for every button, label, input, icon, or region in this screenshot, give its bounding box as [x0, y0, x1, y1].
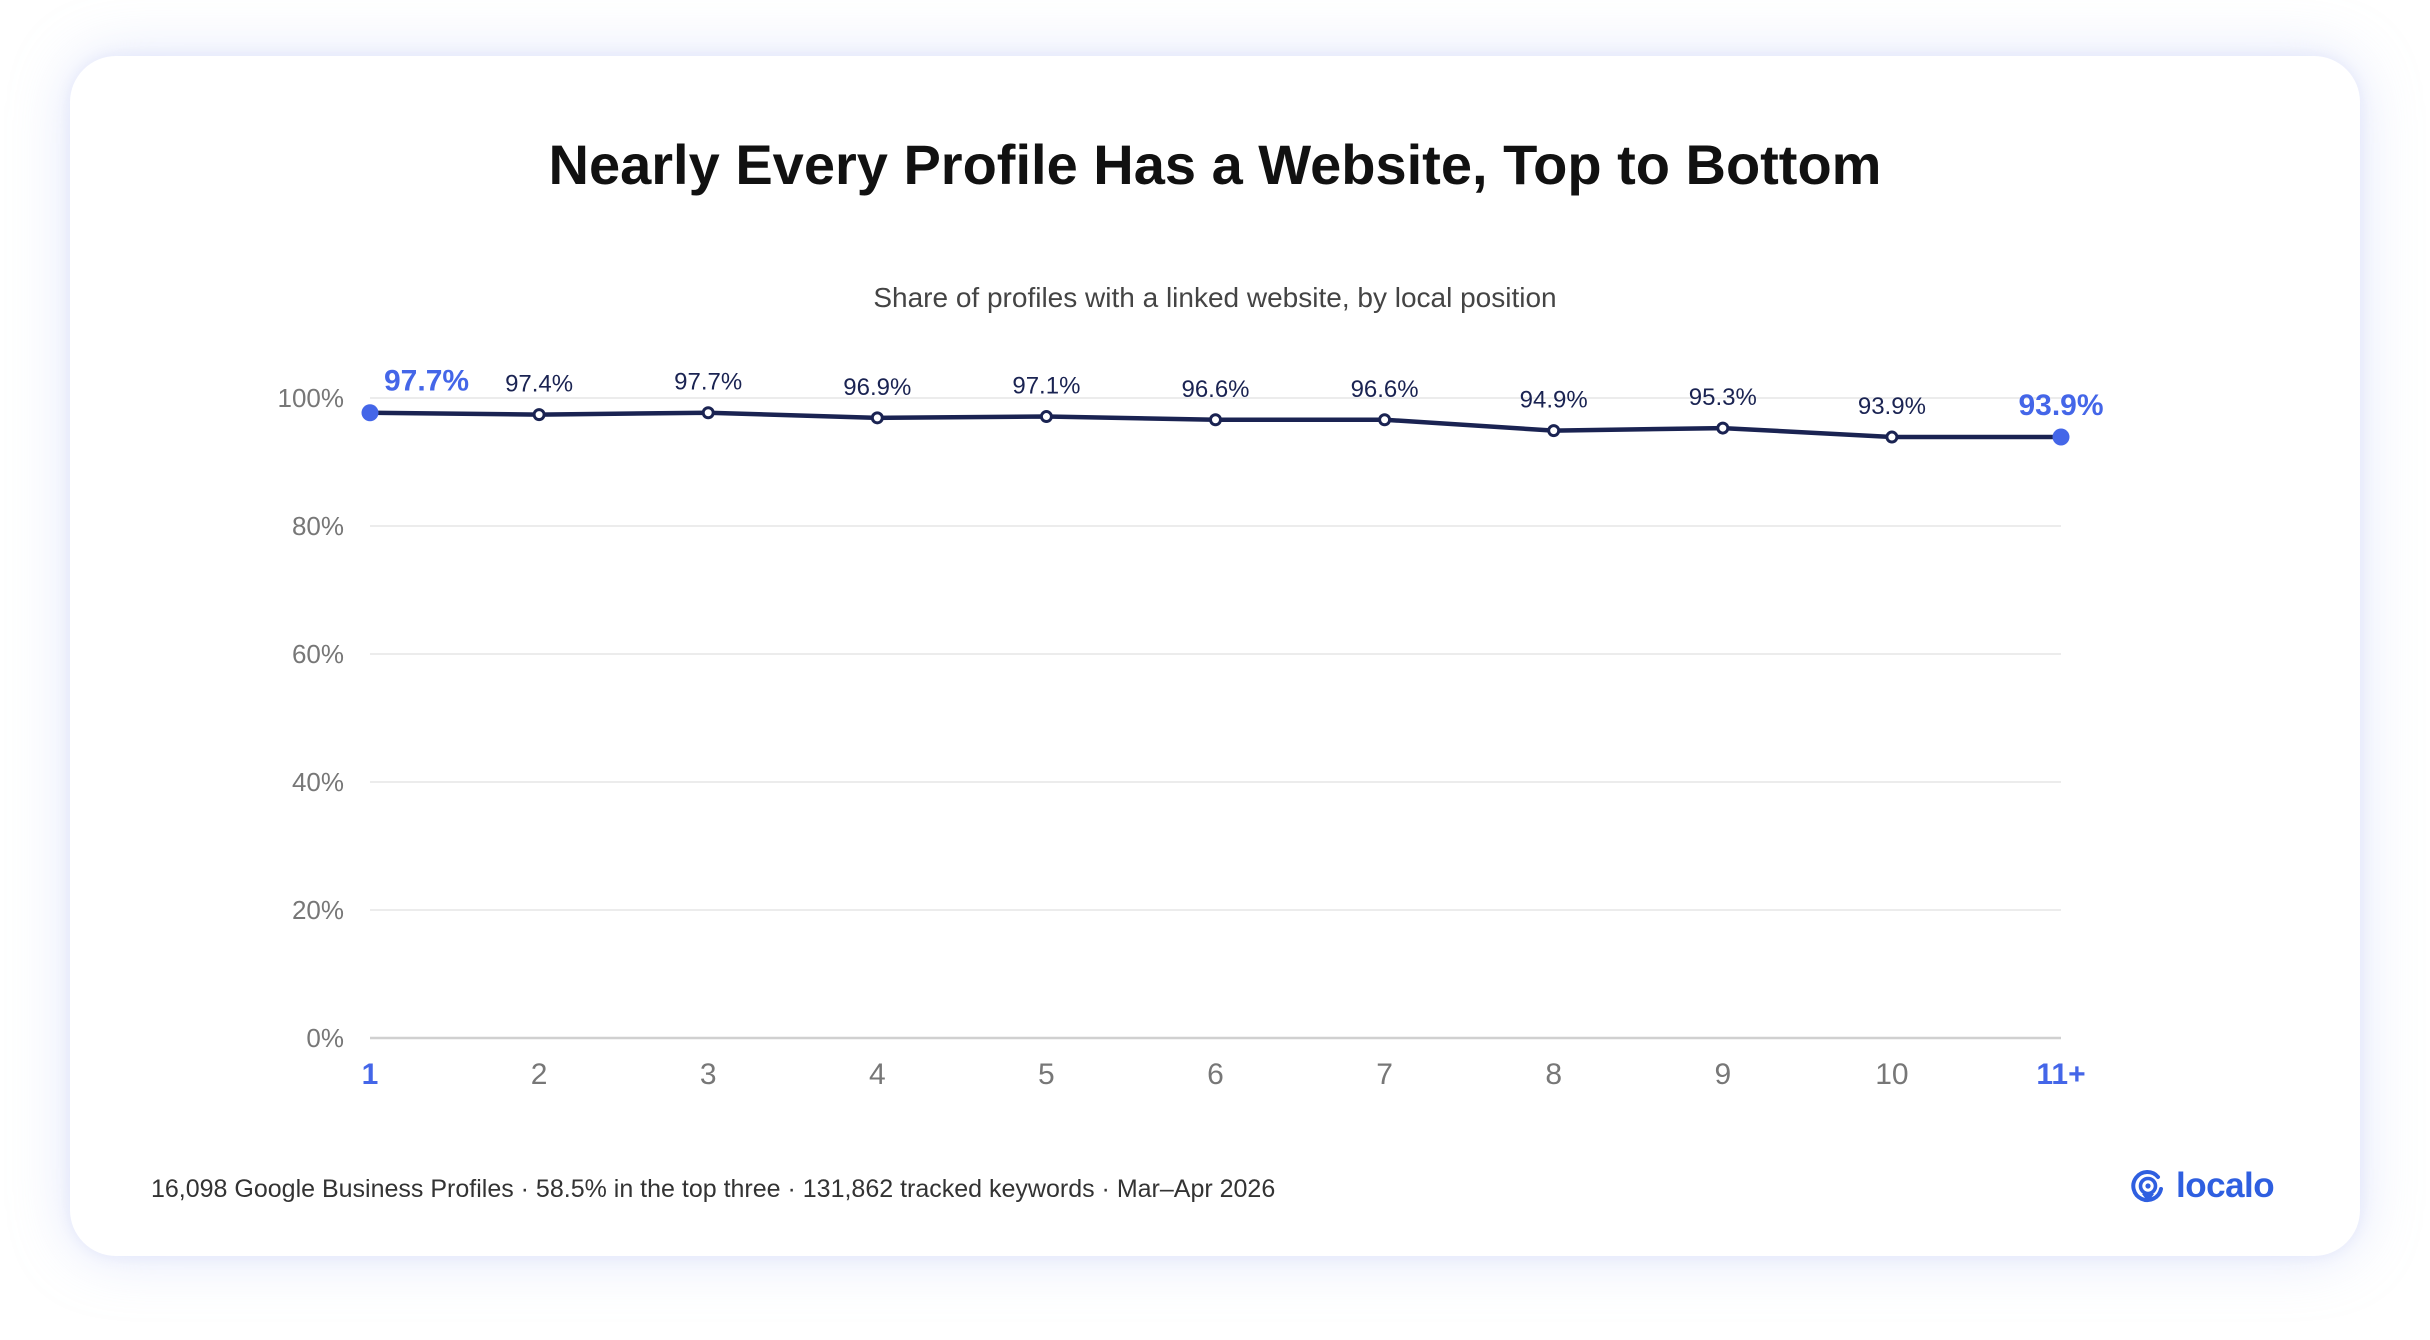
- data-label: 94.9%: [1520, 387, 1588, 414]
- data-label: 97.7%: [674, 369, 742, 396]
- data-point: [701, 406, 715, 420]
- x-axis: 1 2 3 4 5 6 7 8 9 10 11+: [362, 1058, 2086, 1091]
- x-tick-label: 3: [700, 1058, 717, 1091]
- data-point: [1209, 413, 1222, 427]
- y-tick-label: 100%: [278, 383, 345, 413]
- y-axis: 0% 20% 40% 60% 80% 100%: [278, 383, 345, 1053]
- data-point: [870, 411, 884, 425]
- location-pin-icon: [2131, 1170, 2163, 1203]
- data-label: 97.7%: [384, 365, 469, 398]
- brand-logo: localo: [2128, 1164, 2275, 1208]
- y-tick-label: 20%: [292, 895, 344, 925]
- data-label: 97.1%: [1012, 373, 1080, 400]
- x-tick-label: 7: [1376, 1058, 1393, 1091]
- points-layer: [361, 404, 2070, 446]
- data-label: 96.6%: [1351, 376, 1419, 403]
- brand-name: localo: [2176, 1166, 2275, 1205]
- y-tick-label: 60%: [292, 639, 344, 669]
- data-label: 93.9%: [1858, 393, 1926, 420]
- y-tick-label: 80%: [292, 511, 344, 541]
- chart-title: Nearly Every Profile Has a Website, Top …: [548, 133, 1882, 196]
- data-point: [2052, 428, 2070, 446]
- data-point: [361, 404, 379, 422]
- y-tick-label: 40%: [292, 767, 344, 797]
- data-point: [532, 408, 546, 422]
- data-point: [1378, 413, 1392, 427]
- x-tick-label: 10: [1875, 1058, 1908, 1091]
- x-tick-label: 9: [1714, 1058, 1731, 1091]
- x-tick-label: 2: [531, 1058, 548, 1091]
- gridlines: [370, 397, 2061, 1040]
- data-label: 96.9%: [843, 374, 911, 401]
- x-tick-label: 8: [1545, 1058, 1562, 1091]
- chart-subtitle: Share of profiles with a linked website,…: [873, 282, 1557, 313]
- data-point: [1547, 424, 1561, 438]
- data-label: 93.9%: [2018, 389, 2103, 422]
- data-point: [1885, 430, 1899, 444]
- data-point: [1716, 421, 1730, 435]
- data-label: 95.3%: [1689, 384, 1757, 411]
- x-tick-label: 4: [869, 1058, 886, 1091]
- x-tick-label: 5: [1038, 1058, 1055, 1091]
- data-labels-layer: 97.7% 97.4% 97.7% 96.9% 97.1% 96.6% 96.6% 94.9%…: [384, 365, 2104, 422]
- chart-card: [70, 56, 2360, 1256]
- x-tick-label: 6: [1207, 1058, 1224, 1091]
- data-label: 96.6%: [1181, 376, 1249, 403]
- footer-note: 16,098 Google Business Profiles · 58.5% …: [151, 1175, 1276, 1203]
- x-tick-label: 11+: [2036, 1058, 2085, 1091]
- data-point: [1039, 410, 1053, 424]
- data-label: 97.4%: [505, 371, 573, 398]
- y-tick-label: 0%: [306, 1023, 344, 1053]
- x-tick-label: 1: [362, 1058, 379, 1091]
